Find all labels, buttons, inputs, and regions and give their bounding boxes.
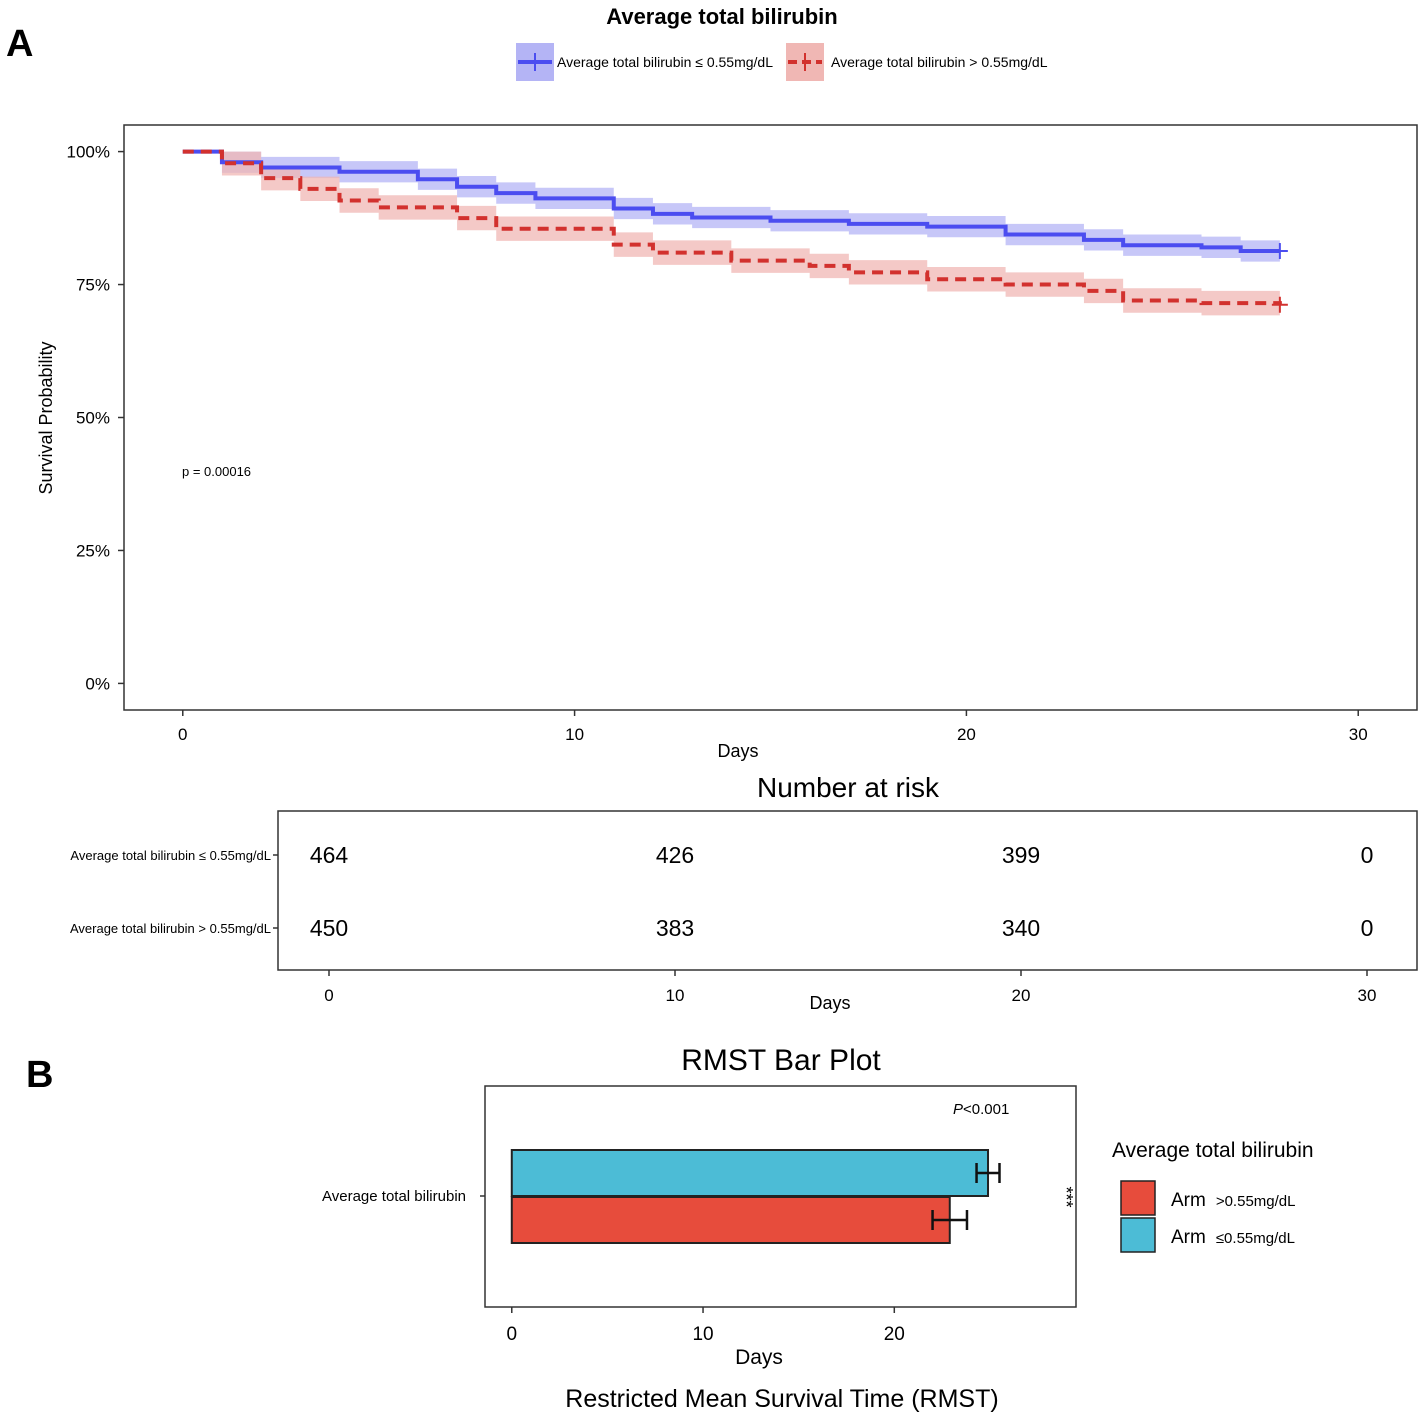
risk-cell: 450	[310, 915, 348, 941]
risk-cell: 0	[1361, 915, 1374, 941]
rmst-legend-arm-high: Arm	[1171, 1190, 1206, 1211]
rmst-bar-low	[510, 1149, 990, 1197]
risk-cell: 0	[1361, 842, 1374, 868]
km-ytick-label: 50%	[76, 409, 110, 428]
risk-xlabel: Days	[809, 993, 850, 1013]
rmst-title: RMST Bar Plot	[681, 1044, 881, 1077]
risk-frame	[277, 810, 1418, 971]
rmst-pvalue: P<0.001	[953, 1101, 1009, 1118]
rmst-xtick-label: 20	[884, 1324, 905, 1345]
rmst-legend-key-high	[1120, 1180, 1156, 1216]
rmst-legend-key-low	[1120, 1217, 1156, 1253]
km-title: Average total bilirubin	[606, 4, 837, 29]
rmst-pvalue-rest: <0.001	[963, 1101, 1009, 1118]
rmst-xtick-label: 0	[506, 1324, 517, 1345]
km-pvalue: p = 0.00016	[182, 464, 251, 479]
panel-a-label: A	[6, 23, 33, 65]
risk-cell: 383	[656, 915, 694, 941]
risk-row-label: Average total bilirubin ≤ 0.55mg/dL	[70, 848, 271, 863]
rmst-xtick-label: 10	[692, 1324, 713, 1345]
panel-b-label: B	[26, 1054, 53, 1096]
risk-row-label: Average total bilirubin > 0.55mg/dL	[70, 921, 271, 936]
risk-xtick-label: 0	[324, 986, 333, 1005]
rmst-legend-label-high: Arm >0.55mg/dL	[1171, 1190, 1295, 1211]
km-curve-high	[182, 149, 1282, 306]
km-legend: Average total bilirubin ≤ 0.55mg/dL Aver…	[516, 43, 1048, 81]
km-xtick-label: 30	[1349, 725, 1368, 744]
rmst-significance: ***	[1056, 1186, 1076, 1207]
km-xtick-label: 0	[178, 725, 187, 744]
risk-xtick-label: 30	[1358, 986, 1377, 1005]
risk-title: Number at risk	[757, 772, 940, 803]
risk-cell: 426	[656, 842, 694, 868]
rmst-pvalue-p: P	[953, 1101, 963, 1118]
legend-label-high: Average total bilirubin > 0.55mg/dL	[831, 54, 1048, 70]
km-curve-low	[182, 149, 1280, 254]
rmst-legend-suffix-high: >0.55mg/dL	[1216, 1193, 1296, 1210]
km-ci-band-high	[182, 151, 1280, 317]
risk-cell: 399	[1002, 842, 1040, 868]
rmst-bar-high	[510, 1196, 951, 1244]
rmst-legend-suffix-low: ≤0.55mg/dL	[1216, 1230, 1295, 1247]
rmst-legend-title: Average total bilirubin	[1112, 1139, 1314, 1162]
rmst-legend-arm-low: Arm	[1171, 1227, 1206, 1248]
km-xtick-label: 20	[957, 725, 976, 744]
km-ytick-label: 75%	[76, 276, 110, 295]
rmst-caption: Restricted Mean Survival Time (RMST)	[565, 1385, 998, 1413]
legend-label-low: Average total bilirubin ≤ 0.55mg/dL	[557, 54, 773, 70]
risk-cell: 464	[310, 842, 349, 868]
rmst-category-label: Average total bilirubin	[322, 1188, 466, 1205]
km-ytick-label: 0%	[85, 674, 110, 693]
rmst-legend: Average total bilirubin Arm >0.55mg/dL Ar…	[1112, 1139, 1314, 1253]
risk-xtick-label: 20	[1012, 986, 1031, 1005]
rmst-xlabel: Days	[735, 1346, 783, 1369]
rmst-legend-label-low: Arm ≤0.55mg/dL	[1171, 1227, 1295, 1248]
risk-xtick-label: 10	[666, 986, 685, 1005]
km-xlabel: Days	[717, 741, 758, 761]
risk-cell: 340	[1002, 915, 1040, 941]
km-ylabel: Survival Probability	[36, 341, 56, 494]
km-ytick-label: 100%	[67, 143, 110, 162]
km-xtick-label: 10	[565, 725, 584, 744]
km-ytick-label: 25%	[76, 541, 110, 560]
